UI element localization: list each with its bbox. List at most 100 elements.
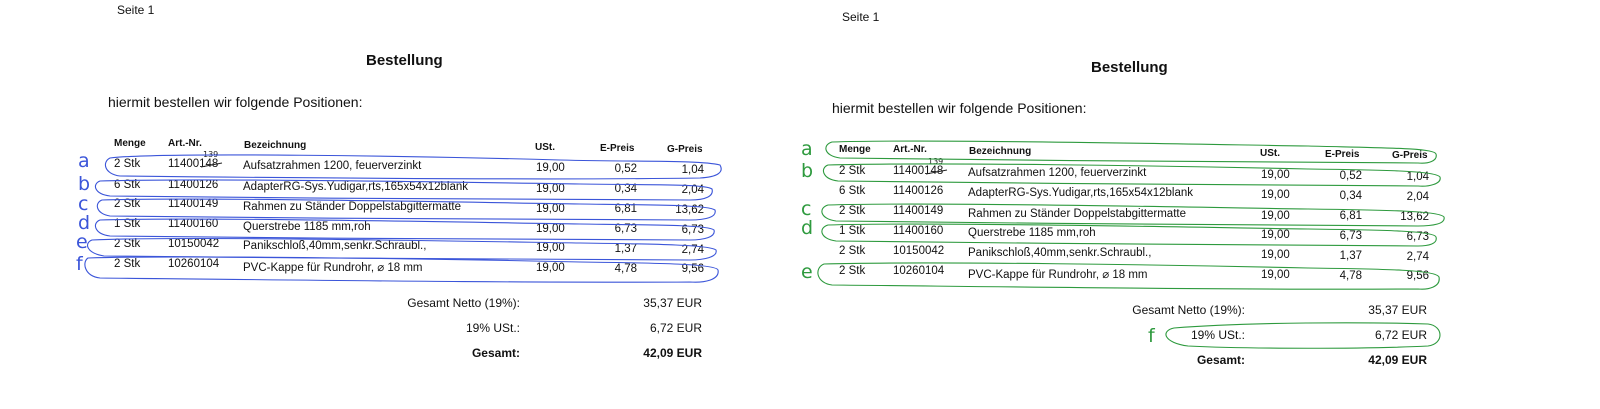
- annotation-loop-b: [822, 163, 1441, 187]
- cell-menge: 2 Stk: [114, 198, 141, 210]
- cell-epreis: 0,52: [1339, 170, 1362, 182]
- annotation-loop-a: [825, 140, 1437, 164]
- page-number: Seite 1: [117, 3, 155, 17]
- total-ust-value: 6,72 EUR: [649, 321, 702, 335]
- col-header-gpreis: G-Preis: [1392, 150, 1428, 161]
- cell-gpreis: 2,74: [681, 244, 704, 256]
- total-gesamt-label: Gesamt:: [471, 346, 520, 360]
- cell-artnr: 11400126: [168, 179, 219, 191]
- annotation-loop-f: [1165, 322, 1441, 349]
- cell-ust: 19,00: [1261, 269, 1290, 281]
- cell-menge: 2 Stk: [114, 238, 141, 250]
- cell-artnr: 11400148: [893, 165, 944, 177]
- cell-ust: 19,00: [536, 203, 565, 215]
- cell-menge: 6 Stk: [839, 185, 866, 197]
- total-gesamt-value: 42,09 EUR: [1368, 353, 1427, 367]
- cell-ust: 19,00: [536, 183, 565, 195]
- annotation-loop-d: [94, 218, 715, 241]
- cell-menge: 2 Stk: [839, 265, 866, 277]
- cell-bezeichnung: AdapterRG-Sys.Yudigar,rts,165x54x12blank: [968, 187, 1194, 199]
- cell-artnr: 11400126: [893, 185, 944, 197]
- document-page-right: Seite 1 Bestellung hiermit bestellen wir…: [728, 0, 1528, 409]
- cell-gpreis: 6,73: [1406, 231, 1429, 243]
- cell-gpreis: 13,62: [1400, 211, 1429, 223]
- cell-bezeichnung: Aufsatzrahmen 1200, feuerverzinkt: [968, 167, 1147, 179]
- cell-gpreis: 2,74: [1406, 251, 1429, 263]
- cell-epreis: 4,78: [614, 263, 637, 275]
- cell-ust: 19,00: [1261, 169, 1290, 181]
- total-ust-label: 19% USt.:: [465, 321, 520, 335]
- cell-ust: 19,00: [1261, 229, 1290, 241]
- annotation-loop-b: [94, 179, 713, 201]
- total-ust-value: 6,72 EUR: [1374, 328, 1427, 342]
- cell-bezeichnung: PVC-Kappe für Rundrohr, ⌀ 18 mm: [968, 269, 1148, 281]
- cell-artnr: 11400149: [168, 198, 219, 210]
- col-header-bezeichnung: Bezeichnung: [244, 140, 307, 151]
- cell-menge: 2 Stk: [839, 205, 866, 217]
- col-header-artnr: Art.-Nr.: [893, 144, 927, 155]
- handwritten-correction: 139: [928, 157, 944, 166]
- annotation-label-d: d: [801, 217, 813, 239]
- cell-epreis: 0,52: [614, 163, 637, 175]
- col-header-ust: USt.: [535, 142, 555, 153]
- cell-epreis: 0,34: [614, 183, 637, 195]
- annotation-label-b: b: [78, 173, 90, 195]
- cell-ust: 19,00: [1261, 249, 1290, 261]
- cell-menge: 2 Stk: [114, 158, 141, 170]
- col-header-epreis: E-Preis: [600, 143, 635, 154]
- total-netto-label: Gesamt Netto (19%):: [407, 296, 520, 310]
- annotation-label-a: a: [801, 138, 813, 160]
- cell-epreis: 1,37: [614, 243, 637, 255]
- col-header-menge: Menge: [114, 138, 146, 149]
- col-header-epreis: E-Preis: [1325, 149, 1360, 160]
- cell-bezeichnung: Querstrebe 1185 mm,roh: [243, 221, 371, 233]
- annotation-loop-a: [104, 154, 722, 180]
- cell-artnr: 11400160: [168, 218, 219, 230]
- cell-ust: 19,00: [536, 162, 565, 174]
- col-header-ust: USt.: [1260, 148, 1280, 159]
- cell-bezeichnung: Querstrebe 1185 mm,roh: [968, 227, 1096, 239]
- cell-artnr: 11400160: [893, 225, 944, 237]
- total-netto-label: Gesamt Netto (19%):: [1132, 303, 1245, 317]
- cell-bezeichnung: Panikschloß,40mm,senkr.Schraubl.,: [243, 240, 427, 252]
- annotation-label-f: f: [1148, 325, 1156, 347]
- annotation-loop-f: [84, 256, 719, 283]
- annotation-loop-e: [817, 262, 1440, 290]
- cell-ust: 19,00: [1261, 210, 1290, 222]
- col-header-bezeichnung: Bezeichnung: [969, 146, 1032, 157]
- cell-gpreis: 2,04: [1406, 191, 1429, 203]
- annotation-overlay-left: a b c d e f: [76, 150, 722, 283]
- cell-gpreis: 2,04: [681, 184, 704, 196]
- cell-ust: 19,00: [536, 262, 565, 274]
- annotation-label-b: b: [801, 160, 813, 182]
- cell-artnr: 11400148: [168, 158, 219, 170]
- cell-epreis: 6,73: [1339, 230, 1362, 242]
- annotation-label-c: c: [78, 193, 88, 215]
- cell-menge: 6 Stk: [114, 179, 141, 191]
- page-number: Seite 1: [842, 10, 880, 24]
- intro-text: hiermit bestellen wir folgende Positione…: [108, 94, 363, 110]
- col-header-artnr: Art.-Nr.: [168, 138, 202, 149]
- annotation-label-c: c: [801, 198, 811, 220]
- cell-epreis: 6,73: [614, 223, 637, 235]
- cell-artnr: 11400149: [893, 205, 944, 217]
- annotation-loop-d: [821, 223, 1437, 247]
- cell-epreis: 1,37: [1339, 250, 1362, 262]
- cell-bezeichnung: Rahmen zu Ständer Doppelstabgittermatte: [968, 208, 1186, 220]
- cell-ust: 19,00: [1261, 189, 1290, 201]
- cell-epreis: 0,34: [1339, 190, 1362, 202]
- cell-bezeichnung: Rahmen zu Ständer Doppelstabgittermatte: [243, 201, 461, 213]
- annotation-label-f: f: [76, 253, 84, 275]
- annotation-loop-c: [96, 198, 716, 221]
- cell-ust: 19,00: [536, 223, 565, 235]
- total-netto-value: 35,37 EUR: [643, 296, 702, 310]
- cell-ust: 19,00: [536, 242, 565, 254]
- cell-menge: 1 Stk: [114, 218, 141, 230]
- cell-menge: 2 Stk: [839, 245, 866, 257]
- cell-gpreis: 9,56: [1406, 270, 1429, 282]
- annotation-label-e: e: [76, 231, 88, 253]
- document-title: Bestellung: [366, 52, 443, 69]
- annotation-label-a: a: [78, 150, 90, 172]
- cell-artnr: 10260104: [893, 265, 945, 277]
- annotation-label-d: d: [78, 212, 90, 234]
